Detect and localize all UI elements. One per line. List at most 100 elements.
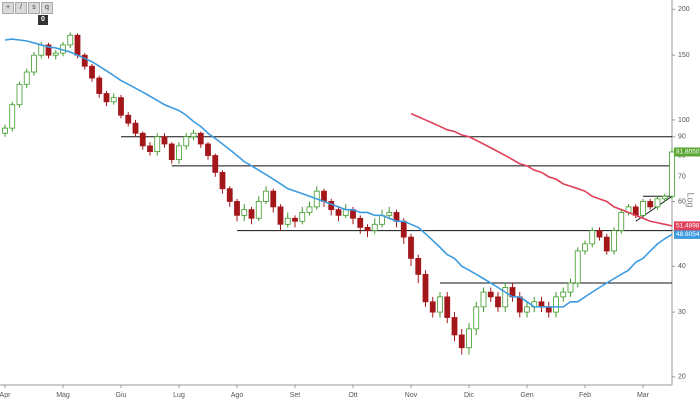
candle-body: [661, 195, 668, 200]
candle-body: [596, 230, 603, 238]
tool-text[interactable]: s: [28, 2, 40, 14]
price-tag: [674, 147, 700, 157]
price-tag-label: 48.8054: [676, 231, 700, 238]
candle-body: [23, 71, 30, 85]
y-tick-label: 100: [678, 117, 690, 124]
price-tag: [674, 229, 700, 239]
candle-body: [52, 52, 59, 56]
moving-average: [410, 112, 673, 227]
candle-body: [263, 190, 269, 202]
x-tick-label: Ago: [231, 392, 244, 399]
candle-body: [45, 44, 52, 56]
candle-body: [299, 212, 306, 222]
candle-body: [647, 201, 654, 208]
candle-body: [139, 132, 146, 147]
y-tick-label: 60: [678, 198, 686, 205]
candle-body: [589, 230, 596, 245]
candle-body: [669, 151, 675, 197]
candle-body: [118, 97, 124, 116]
candle-body: [248, 209, 255, 219]
candle-body: [219, 171, 226, 190]
x-tick-label: Lug: [173, 392, 185, 399]
candle-body: [132, 122, 139, 134]
candle-body: [306, 206, 313, 213]
candle-body: [487, 291, 494, 298]
candle-body: [183, 136, 190, 147]
candle-body: [502, 287, 509, 308]
y-tick-label: 30: [678, 309, 686, 316]
candle-body: [212, 155, 219, 173]
candle-body: [284, 217, 291, 225]
candle-body: [364, 227, 371, 231]
candle-body: [147, 145, 153, 153]
candle-body: [582, 243, 588, 252]
candle-body: [16, 83, 23, 106]
candle-body: [321, 190, 327, 202]
candle-body: [226, 188, 233, 202]
candle-body: [611, 230, 617, 252]
candle-body: [154, 136, 161, 153]
candle-body: [444, 296, 451, 318]
candle-body: [429, 301, 436, 313]
candle-body: [168, 143, 175, 160]
candle-body: [553, 296, 559, 313]
candle-body: [74, 34, 81, 56]
candle-body: [371, 223, 378, 231]
candle-body: [654, 198, 661, 208]
candle-body: [386, 212, 393, 216]
candle-body: [524, 306, 530, 313]
y-tick-label: 70: [678, 174, 686, 181]
candle-body: [234, 201, 240, 216]
candle-body: [190, 132, 197, 138]
x-tick-label: Nov: [405, 392, 418, 399]
candle-body: [31, 54, 37, 73]
candle-body: [408, 236, 414, 259]
candle-body: [400, 220, 407, 238]
candle-body: [241, 209, 248, 216]
x-tick-label: Set: [290, 392, 301, 399]
x-tick-label: Giu: [116, 392, 127, 399]
candle-body: [161, 136, 168, 145]
candle-body: [574, 250, 581, 284]
tool-zoom[interactable]: q: [41, 2, 53, 14]
candle-body: [640, 201, 646, 216]
candle-body: [342, 209, 349, 216]
candle-body: [81, 54, 88, 67]
candle-body: [292, 217, 298, 222]
candle-body: [270, 190, 277, 208]
candle-body: [451, 317, 458, 336]
x-tick-label: Dic: [464, 392, 475, 399]
y-tick-label: 200: [678, 6, 690, 13]
candle-body: [255, 201, 262, 219]
y-tick-label: 90: [678, 134, 686, 141]
candle-body: [516, 296, 523, 313]
x-tick-label: Feb: [579, 392, 591, 399]
candle-body: [415, 257, 422, 275]
x-tick-label: Apr: [0, 392, 11, 399]
candle-body: [618, 212, 625, 231]
candle-body: [458, 334, 465, 349]
candle-body: [277, 206, 284, 225]
candle-body: [2, 127, 8, 134]
badge[interactable]: 0: [38, 15, 48, 25]
candle-body: [9, 104, 16, 129]
candle-body: [473, 306, 480, 330]
candle-body: [335, 209, 342, 216]
candle-body: [96, 77, 103, 94]
x-tick-label: Gen: [520, 392, 533, 399]
candle-body: [38, 44, 45, 56]
price-tag-label: 81.8050: [676, 149, 700, 156]
price-tag-label: 51.4898: [676, 223, 700, 230]
y-tick-label: 20: [678, 374, 686, 381]
candle-body: [603, 236, 610, 252]
candle-body: [67, 34, 74, 46]
candle-body: [125, 114, 132, 124]
candle-body: [89, 65, 95, 79]
candle-body: [422, 273, 429, 303]
candle-body: [205, 143, 211, 156]
tool-crosshair[interactable]: +: [2, 2, 14, 14]
tool-line[interactable]: /: [15, 2, 27, 14]
x-tick-label: Mar: [637, 392, 650, 399]
